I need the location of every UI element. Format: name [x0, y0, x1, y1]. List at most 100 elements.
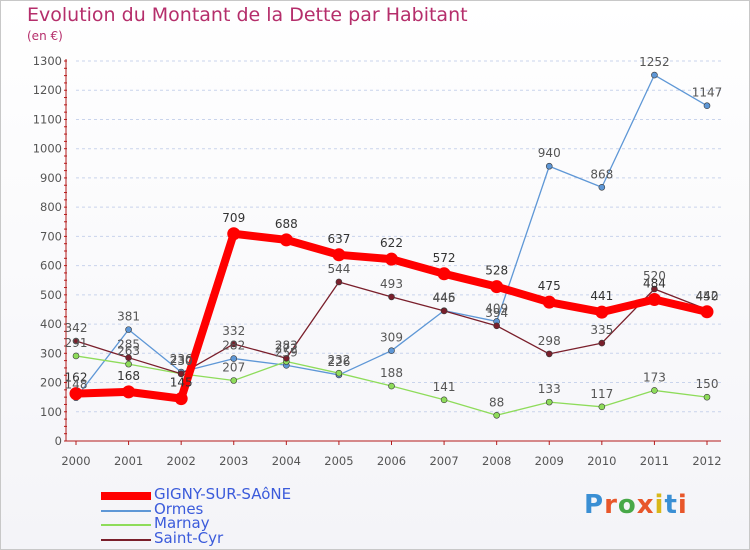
x-tick-label: 2010 — [587, 454, 616, 468]
y-tick-label: 1000 — [33, 142, 62, 156]
data-point — [545, 398, 553, 406]
data-point — [69, 387, 83, 401]
data-point — [388, 293, 395, 301]
data-point — [651, 387, 658, 394]
x-tick-label: 2012 — [692, 454, 721, 468]
y-tick-label: 800 — [40, 200, 62, 214]
data-point — [332, 248, 346, 262]
data-label: 259 — [275, 345, 298, 359]
y-tick-label: 500 — [40, 288, 62, 302]
data-label: 236 — [170, 352, 193, 366]
data-label: 637 — [327, 232, 350, 246]
logo-letter: i — [677, 490, 688, 520]
data-label: 226 — [327, 355, 350, 369]
data-label: 88 — [489, 395, 504, 409]
y-tick-label: 900 — [40, 171, 62, 185]
y-tick-label: 1100 — [33, 112, 62, 126]
legend-swatch — [101, 538, 151, 541]
data-label: 622 — [380, 236, 403, 250]
data-label: 450 — [696, 289, 719, 303]
data-point — [493, 411, 500, 419]
data-label: 291 — [65, 336, 88, 350]
y-tick-label: 0 — [55, 434, 62, 448]
logo-letter: o — [617, 490, 637, 520]
data-point — [700, 305, 714, 319]
y-tick-label: 1300 — [33, 54, 62, 68]
data-label: 230 — [170, 354, 193, 368]
data-label: 409 — [485, 301, 508, 315]
data-label: 688 — [275, 217, 298, 231]
y-tick-label: 100 — [40, 405, 62, 419]
data-label: 1147 — [692, 86, 723, 100]
legend-label: Saint-Cyr — [154, 528, 224, 547]
x-tick-label: 2004 — [272, 454, 301, 468]
data-point — [125, 326, 132, 333]
data-point — [388, 347, 395, 354]
proxiti-logo: Proxiti — [584, 490, 688, 520]
data-label: 283 — [275, 338, 298, 352]
y-tick-label: 700 — [40, 229, 62, 243]
data-label: 484 — [643, 277, 666, 291]
chart-title: Evolution du Montant de la Dette par Hab… — [27, 4, 468, 26]
data-label: 709 — [222, 211, 245, 225]
legend-swatch — [101, 524, 151, 526]
data-label: 173 — [643, 370, 666, 384]
data-label: 117 — [590, 387, 613, 401]
y-tick-label: 600 — [40, 259, 62, 273]
data-label: 332 — [222, 324, 245, 338]
data-label: 282 — [222, 339, 245, 353]
logo-letter: i — [654, 490, 665, 520]
data-point — [385, 252, 398, 266]
logo-letter: t — [664, 490, 678, 520]
legend-label: Marnay — [154, 514, 210, 532]
data-label: 446 — [433, 291, 456, 305]
data-label: 940 — [538, 146, 561, 160]
data-point — [647, 293, 661, 307]
data-point — [598, 403, 606, 411]
data-point — [335, 369, 343, 377]
data-point — [440, 396, 448, 404]
legend-label: GIGNY-SUR-SAôNE — [154, 485, 292, 503]
data-label: 272 — [275, 341, 298, 355]
data-label: 230 — [170, 354, 193, 368]
data-label: 133 — [538, 382, 561, 396]
data-label: 520 — [643, 269, 666, 283]
data-point — [72, 352, 80, 360]
data-point — [72, 337, 80, 345]
y-tick-label: 300 — [40, 346, 62, 360]
data-label: 493 — [380, 277, 403, 291]
data-point — [174, 392, 188, 406]
data-label: 445 — [433, 291, 456, 305]
data-point — [437, 267, 451, 281]
data-point — [542, 295, 556, 309]
y-tick-label: 400 — [40, 317, 62, 331]
logo-letter: P — [584, 490, 605, 520]
data-label: 148 — [65, 378, 88, 392]
data-point — [598, 183, 606, 191]
data-point — [125, 354, 132, 361]
data-point — [177, 370, 185, 378]
data-label: 150 — [696, 377, 719, 391]
legend-swatch — [101, 509, 151, 512]
x-tick-label: 2006 — [377, 454, 406, 468]
legend-swatch — [101, 492, 151, 500]
data-point — [279, 233, 293, 247]
data-label: 868 — [590, 167, 613, 181]
data-label: 285 — [117, 338, 140, 352]
data-label: 298 — [538, 334, 561, 348]
logo-letter: x — [636, 490, 655, 520]
data-point — [335, 278, 343, 286]
data-label: 381 — [117, 310, 140, 324]
data-point — [545, 350, 553, 358]
data-point — [598, 339, 606, 347]
data-point — [230, 355, 238, 362]
x-tick-label: 2008 — [482, 454, 511, 468]
data-point — [703, 102, 711, 110]
x-tick-label: 2001 — [114, 454, 143, 468]
data-label: 162 — [65, 371, 88, 385]
data-label: 442 — [696, 289, 719, 303]
data-point — [125, 360, 132, 368]
data-label: 1252 — [639, 55, 670, 69]
data-label: 528 — [485, 264, 508, 278]
